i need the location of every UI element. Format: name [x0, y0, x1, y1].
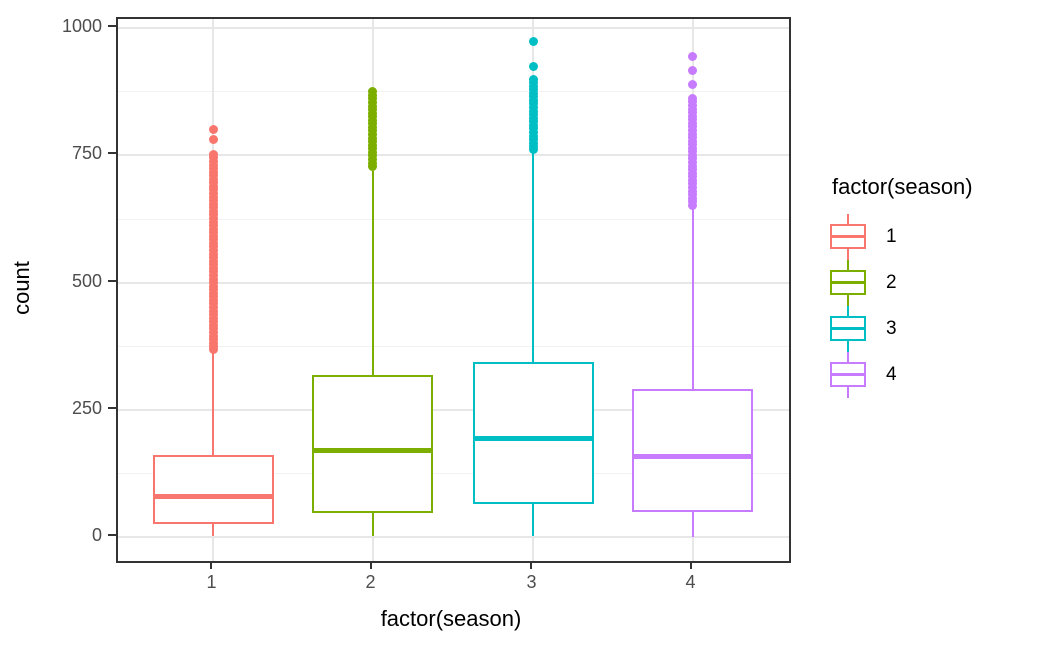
- outlier-point-season-4: [688, 51, 697, 61]
- y-tick-label: 1000: [61, 16, 102, 37]
- boxplot-whisker-season-1: [212, 350, 215, 537]
- boxplot-median-season-1: [152, 494, 274, 500]
- y-tick-mark: [108, 534, 116, 537]
- legend: factor(season) 1 2 3 4: [828, 174, 1043, 398]
- legend-key-4: [828, 352, 868, 398]
- y-tick-mark: [108, 406, 116, 409]
- plot-area: [118, 19, 789, 561]
- legend-item-label: 3: [886, 318, 897, 339]
- gridline-y-major: [118, 281, 789, 284]
- y-tick-label: 250: [71, 397, 102, 418]
- legend-item-2: 2: [828, 260, 1043, 306]
- legend-key-median-icon: [832, 235, 864, 238]
- y-axis-title: count: [9, 261, 34, 315]
- boxplot-median-season-3: [472, 436, 594, 442]
- outlier-point-season-4: [688, 79, 697, 89]
- plot-panel: [116, 17, 791, 563]
- legend-item-3: 3: [828, 306, 1043, 352]
- x-tick-label: 4: [685, 572, 696, 592]
- legend-item-4: 4: [828, 352, 1043, 398]
- legend-title: factor(season): [832, 174, 973, 199]
- x-tick-mark: [210, 561, 213, 569]
- outlier-point-season-4: [688, 65, 697, 75]
- gridline-y-major: [118, 408, 789, 411]
- boxplot-median-season-2: [312, 448, 433, 454]
- x-tick-label: 2: [365, 572, 376, 592]
- x-tick-mark: [689, 561, 692, 569]
- outlier-point-season-1: [208, 345, 218, 355]
- boxplot-box-season-3: [472, 362, 594, 505]
- legend-key-median-icon: [832, 373, 864, 376]
- x-tick-mark: [530, 561, 533, 569]
- x-tick-label: 3: [526, 572, 537, 592]
- outlier-point-season-3: [528, 37, 538, 47]
- x-axis-title: factor(season): [380, 606, 522, 631]
- gridline-y-minor: [118, 218, 789, 220]
- legend-key-median-icon: [832, 281, 864, 284]
- y-tick-mark: [108, 279, 116, 282]
- gridline-y-major: [118, 27, 789, 30]
- x-tick-label: 1: [206, 572, 217, 592]
- boxplot-median-season-4: [632, 453, 753, 459]
- boxplot-box-season-1: [152, 454, 274, 525]
- boxplot-whisker-season-4: [691, 206, 694, 537]
- y-tick-label: 750: [71, 143, 102, 164]
- gridline-y-minor: [118, 345, 789, 347]
- y-tick-mark: [108, 152, 116, 155]
- legend-key-3: [828, 306, 868, 352]
- gridline-y-major: [118, 536, 789, 539]
- outlier-point-season-1: [208, 134, 218, 144]
- outlier-point-season-1: [208, 125, 218, 135]
- gridline-y-minor: [118, 91, 789, 93]
- legend-item-label: 4: [886, 364, 897, 385]
- outlier-point-season-3: [528, 61, 538, 71]
- legend-item-1: 1: [828, 214, 1043, 260]
- boxplot-whisker-season-3: [532, 151, 535, 537]
- y-tick-mark: [108, 25, 116, 28]
- legend-key-1: [828, 214, 868, 260]
- gridline-y-minor: [118, 472, 789, 474]
- outlier-point-season-2: [368, 162, 377, 172]
- boxplot-box-season-4: [632, 388, 753, 512]
- x-tick-mark: [369, 561, 372, 569]
- gridline-y-major: [118, 154, 789, 157]
- y-tick-label: 500: [71, 270, 102, 291]
- legend-key-median-icon: [832, 327, 864, 330]
- y-tick-label: 0: [91, 525, 102, 546]
- legend-items: 1 2 3 4: [828, 214, 1043, 398]
- legend-item-label: 2: [886, 272, 897, 293]
- legend-item-label: 1: [886, 226, 897, 247]
- boxplot-whisker-season-2: [371, 170, 374, 537]
- boxplot-box-season-2: [312, 374, 433, 513]
- outlier-point-season-3: [528, 144, 538, 154]
- legend-key-2: [828, 260, 868, 306]
- outlier-point-season-4: [688, 200, 697, 210]
